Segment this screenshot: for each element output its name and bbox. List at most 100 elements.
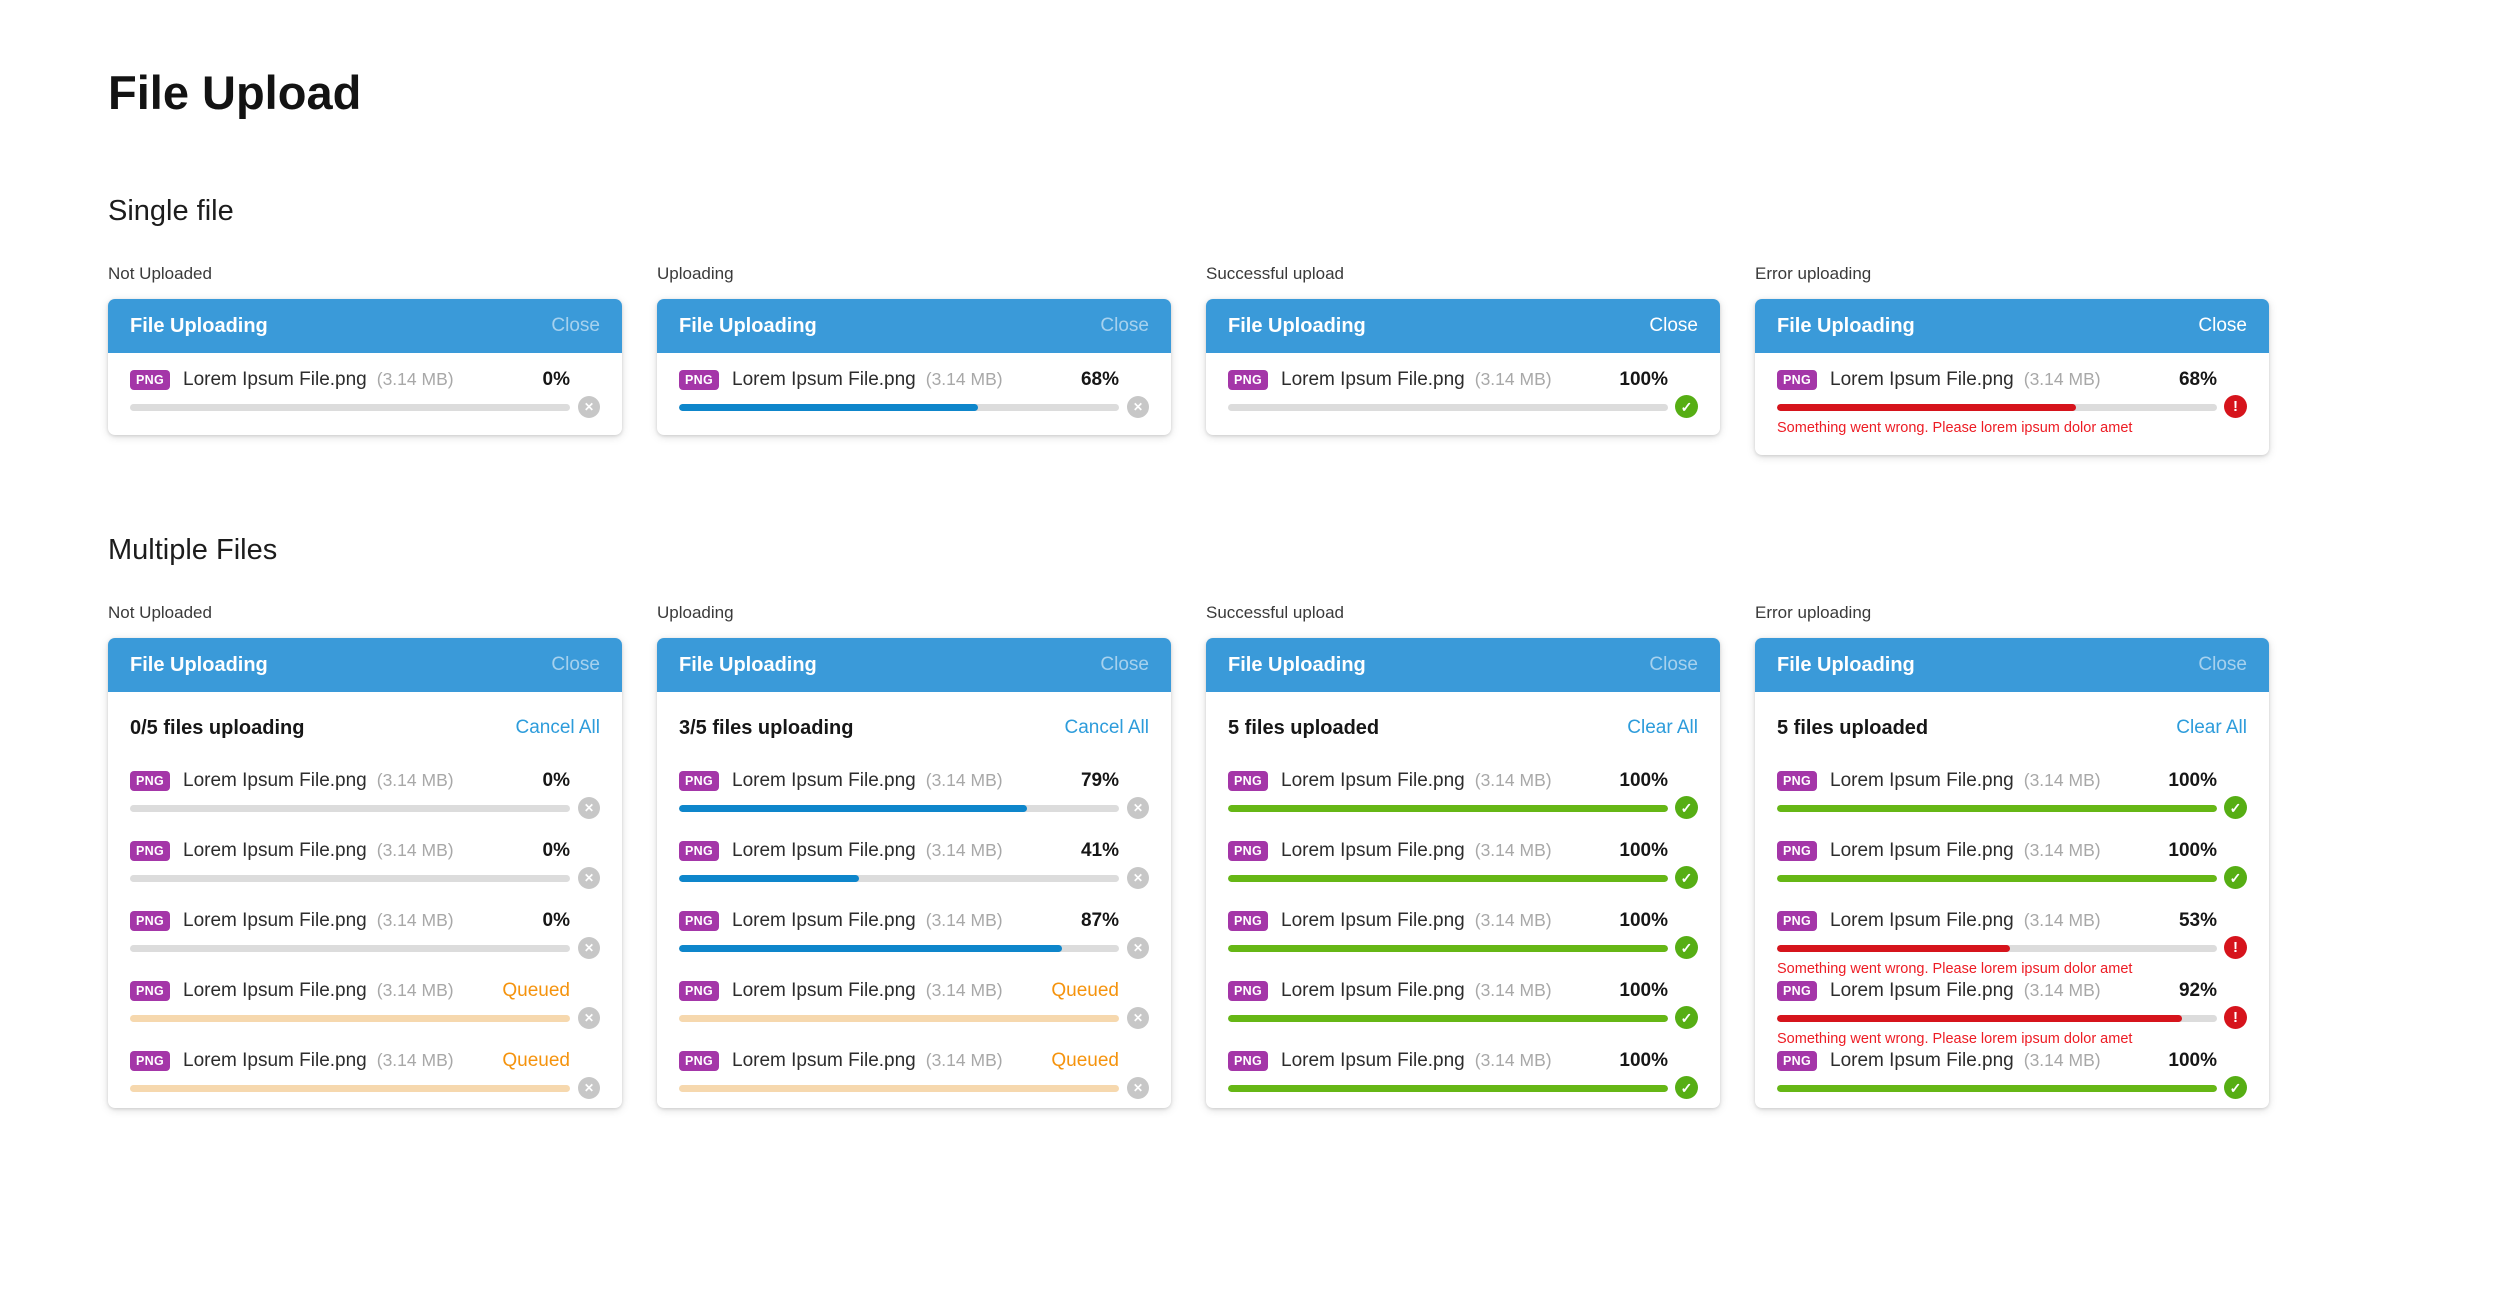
file-line: PNG Lorem Ipsum File.png (3.14 MB) 100% <box>1228 907 1668 934</box>
remove-file-button[interactable]: ✕ <box>578 1077 600 1100</box>
file-status: 100% <box>1619 1049 1668 1071</box>
remove-file-button[interactable]: ✕ <box>1127 1077 1149 1100</box>
file-status: 79% <box>1080 769 1119 791</box>
row-indicator-slot: ✕ <box>578 867 600 890</box>
close-button[interactable]: Close <box>2198 654 2247 676</box>
file-name: Lorem Ipsum File.png <box>1281 1049 1465 1071</box>
file-line: PNG Lorem Ipsum File.png (3.14 MB) 53% <box>1777 907 2217 934</box>
error-icon: ! <box>2224 936 2247 960</box>
file-size: (3.14 MB) <box>1474 910 1552 931</box>
file-row: PNG Lorem Ipsum File.png (3.14 MB) 100% … <box>1777 837 2247 890</box>
bulk-action-link[interactable]: Clear All <box>2176 717 2247 739</box>
file-row: PNG Lorem Ipsum File.png (3.14 MB) 0% ✕ <box>130 767 600 820</box>
remove-file-button[interactable]: ✕ <box>578 797 600 820</box>
file-type-badge: PNG <box>1777 840 1817 862</box>
file-status: Queued <box>502 1049 570 1071</box>
card-title: File Uploading <box>130 314 268 337</box>
file-name: Lorem Ipsum File.png <box>1830 1049 2014 1071</box>
file-row-main: PNG Lorem Ipsum File.png (3.14 MB) 100% <box>1228 767 1668 813</box>
file-size: (3.14 MB) <box>925 840 1003 861</box>
file-size: (3.14 MB) <box>925 910 1003 931</box>
file-line: PNG Lorem Ipsum File.png (3.14 MB) 100% <box>1228 1047 1668 1074</box>
card-header: File Uploading Close <box>108 638 622 693</box>
file-row-main: PNG Lorem Ipsum File.png (3.14 MB) 100% <box>1228 837 1668 883</box>
section-heading: Single file <box>108 195 234 228</box>
remove-file-button[interactable]: ✕ <box>578 1007 600 1030</box>
file-type-badge: PNG <box>1228 840 1268 862</box>
progress-fill <box>1777 805 2217 813</box>
close-button[interactable]: Close <box>1649 315 1698 337</box>
file-size: (3.14 MB) <box>1474 980 1552 1001</box>
progress-fill <box>1228 875 1668 883</box>
row-indicator-slot: ✕ <box>578 797 600 820</box>
file-row-main: PNG Lorem Ipsum File.png (3.14 MB) Queue… <box>130 977 570 1023</box>
card-title: File Uploading <box>679 314 817 337</box>
remove-file-button[interactable]: ✕ <box>578 396 600 419</box>
file-size: (3.14 MB) <box>376 770 454 791</box>
file-name: Lorem Ipsum File.png <box>732 979 916 1001</box>
file-type-badge: PNG <box>679 1050 719 1072</box>
card-column: Error uploading File Uploading Close 5 f… <box>1755 603 2269 1109</box>
file-status: 68% <box>1080 368 1119 390</box>
bulk-action-link[interactable]: Clear All <box>1627 717 1698 739</box>
file-row-main: PNG Lorem Ipsum File.png (3.14 MB) 100% <box>1228 977 1668 1023</box>
progress-fill <box>679 404 979 412</box>
close-button[interactable]: Close <box>2198 315 2247 337</box>
file-type-badge: PNG <box>1777 369 1817 391</box>
remove-file-button[interactable]: ✕ <box>1127 867 1149 890</box>
file-type-badge: PNG <box>1777 910 1817 932</box>
file-status: 0% <box>542 368 570 390</box>
bulk-action-link[interactable]: Cancel All <box>1064 717 1150 739</box>
progress-track <box>1228 1085 1668 1093</box>
progress-fill <box>1228 805 1668 813</box>
file-line: PNG Lorem Ipsum File.png (3.14 MB) 79% <box>679 767 1119 794</box>
file-name: Lorem Ipsum File.png <box>183 839 367 861</box>
file-type-badge: PNG <box>1777 980 1817 1002</box>
remove-file-button[interactable]: ✕ <box>578 937 600 960</box>
remove-file-button[interactable]: ✕ <box>1127 937 1149 960</box>
file-row-main: PNG Lorem Ipsum File.png (3.14 MB) 100% <box>1228 366 1668 412</box>
file-row-main: PNG Lorem Ipsum File.png (3.14 MB) 100% <box>1228 907 1668 953</box>
error-icon: ! <box>2224 395 2247 419</box>
file-rows: PNG Lorem Ipsum File.png (3.14 MB) 68% S… <box>1777 366 2247 437</box>
card-body: 5 files uploaded Clear All PNG Lorem Ips… <box>1755 692 2269 1108</box>
file-row: PNG Lorem Ipsum File.png (3.14 MB) 100% … <box>1228 977 1698 1030</box>
file-row-main: PNG Lorem Ipsum File.png (3.14 MB) Queue… <box>679 977 1119 1023</box>
remove-file-button[interactable]: ✕ <box>1127 797 1149 820</box>
summary-row: 0/5 files uploading Cancel All <box>130 713 600 743</box>
file-row-main: PNG Lorem Ipsum File.png (3.14 MB) 0% <box>130 767 570 813</box>
close-button[interactable]: Close <box>1100 315 1149 337</box>
card-title: File Uploading <box>1228 653 1366 676</box>
file-line: PNG Lorem Ipsum File.png (3.14 MB) 41% <box>679 837 1119 864</box>
close-button[interactable]: Close <box>1649 654 1698 676</box>
card-state-label: Successful upload <box>1206 264 1344 284</box>
file-size: (3.14 MB) <box>2023 980 2101 1001</box>
file-name: Lorem Ipsum File.png <box>1830 769 2014 791</box>
row-indicator-slot: ✓ <box>1675 395 1698 419</box>
bulk-action-link[interactable]: Cancel All <box>515 717 601 739</box>
card-title: File Uploading <box>1777 314 1915 337</box>
file-name: Lorem Ipsum File.png <box>1281 769 1465 791</box>
page-title: File Upload <box>108 66 362 119</box>
file-line: PNG Lorem Ipsum File.png (3.14 MB) 0% <box>130 366 570 393</box>
success-icon: ✓ <box>1675 395 1698 419</box>
progress-track <box>1777 945 2217 953</box>
remove-file-button[interactable]: ✕ <box>578 867 600 890</box>
remove-file-button[interactable]: ✕ <box>1127 396 1149 419</box>
section-heading: Multiple Files <box>108 534 278 567</box>
progress-fill <box>679 805 1027 813</box>
file-row: PNG Lorem Ipsum File.png (3.14 MB) 41% ✕ <box>679 837 1149 890</box>
progress-track <box>130 1085 570 1093</box>
remove-file-button[interactable]: ✕ <box>1127 1007 1149 1030</box>
file-status: 100% <box>1619 839 1668 861</box>
file-name: Lorem Ipsum File.png <box>732 909 916 931</box>
file-name: Lorem Ipsum File.png <box>1281 839 1465 861</box>
file-type-badge: PNG <box>1777 1050 1817 1072</box>
row-indicator-slot: ✓ <box>2224 866 2247 890</box>
close-button[interactable]: Close <box>1100 654 1149 676</box>
file-row: PNG Lorem Ipsum File.png (3.14 MB) 53% S… <box>1777 907 2247 977</box>
close-button[interactable]: Close <box>551 654 600 676</box>
close-button[interactable]: Close <box>551 315 600 337</box>
progress-track <box>1777 404 2217 412</box>
file-line: PNG Lorem Ipsum File.png (3.14 MB) Queue… <box>130 1047 570 1074</box>
